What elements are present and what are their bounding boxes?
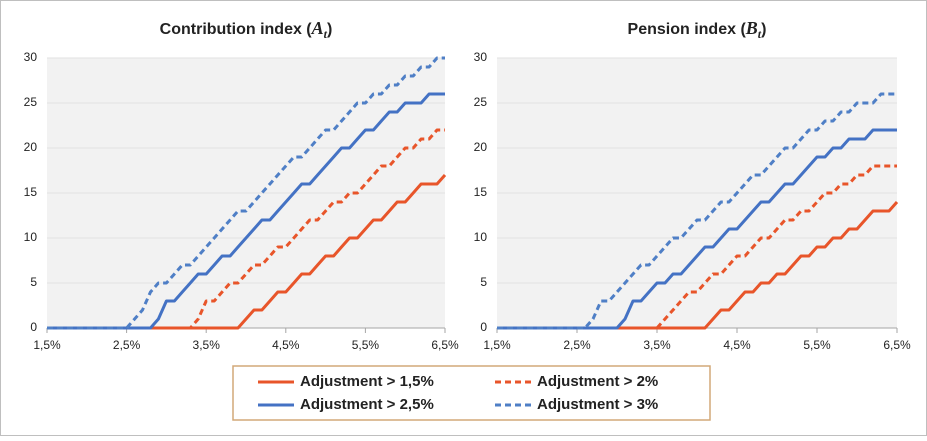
series-line [497, 92, 897, 330]
y-tick-label: 25 [24, 95, 38, 109]
y-tick-label: 0 [30, 320, 37, 334]
legend-label: Adjustment > 3% [537, 396, 658, 413]
y-tick-label: 30 [474, 50, 488, 64]
x-tick-label: 2,5% [113, 338, 141, 352]
title-part: B [745, 18, 758, 38]
legend-label: Adjustment > 2% [537, 373, 658, 390]
chart-title: Contribution index (At) [160, 18, 333, 41]
y-tick-label: 20 [474, 140, 488, 154]
title-part: Contribution index ( [160, 21, 313, 38]
title-part: A [311, 18, 324, 38]
y-tick-label: 10 [24, 230, 38, 244]
x-tick-label: 1,5% [483, 338, 511, 352]
legend-box [232, 365, 711, 421]
chart-title: Pension index (Bt) [628, 18, 767, 41]
x-tick-label: 2,5% [563, 338, 591, 352]
y-tick-label: 30 [24, 50, 38, 64]
x-tick-label: 4,5% [272, 338, 300, 352]
series-line [497, 164, 897, 330]
x-tick-label: 3,5% [193, 338, 221, 352]
series-line [47, 56, 445, 330]
series-line [497, 128, 897, 330]
x-tick-label: 6,5% [431, 338, 459, 352]
x-tick-label: 6,5% [883, 338, 911, 352]
title-part: ) [761, 21, 766, 38]
title-part: t [758, 27, 762, 41]
y-tick-label: 10 [474, 230, 488, 244]
y-tick-label: 15 [24, 185, 38, 199]
x-tick-label: 4,5% [723, 338, 751, 352]
y-tick-label: 15 [474, 185, 488, 199]
y-tick-label: 5 [30, 275, 37, 289]
x-tick-label: 3,5% [643, 338, 671, 352]
series-line [47, 92, 445, 330]
y-tick-label: 0 [480, 320, 487, 334]
y-tick-label: 20 [24, 140, 38, 154]
x-tick-label: 5,5% [803, 338, 831, 352]
title-part: t [324, 27, 328, 41]
x-tick-label: 1,5% [33, 338, 61, 352]
legend-label: Adjustment > 1,5% [300, 373, 434, 390]
y-tick-label: 25 [474, 95, 488, 109]
x-tick-label: 5,5% [352, 338, 380, 352]
legend-label: Adjustment > 2,5% [300, 396, 434, 413]
title-part: Pension index ( [628, 21, 747, 38]
y-tick-label: 5 [480, 275, 487, 289]
title-part: ) [327, 21, 332, 38]
